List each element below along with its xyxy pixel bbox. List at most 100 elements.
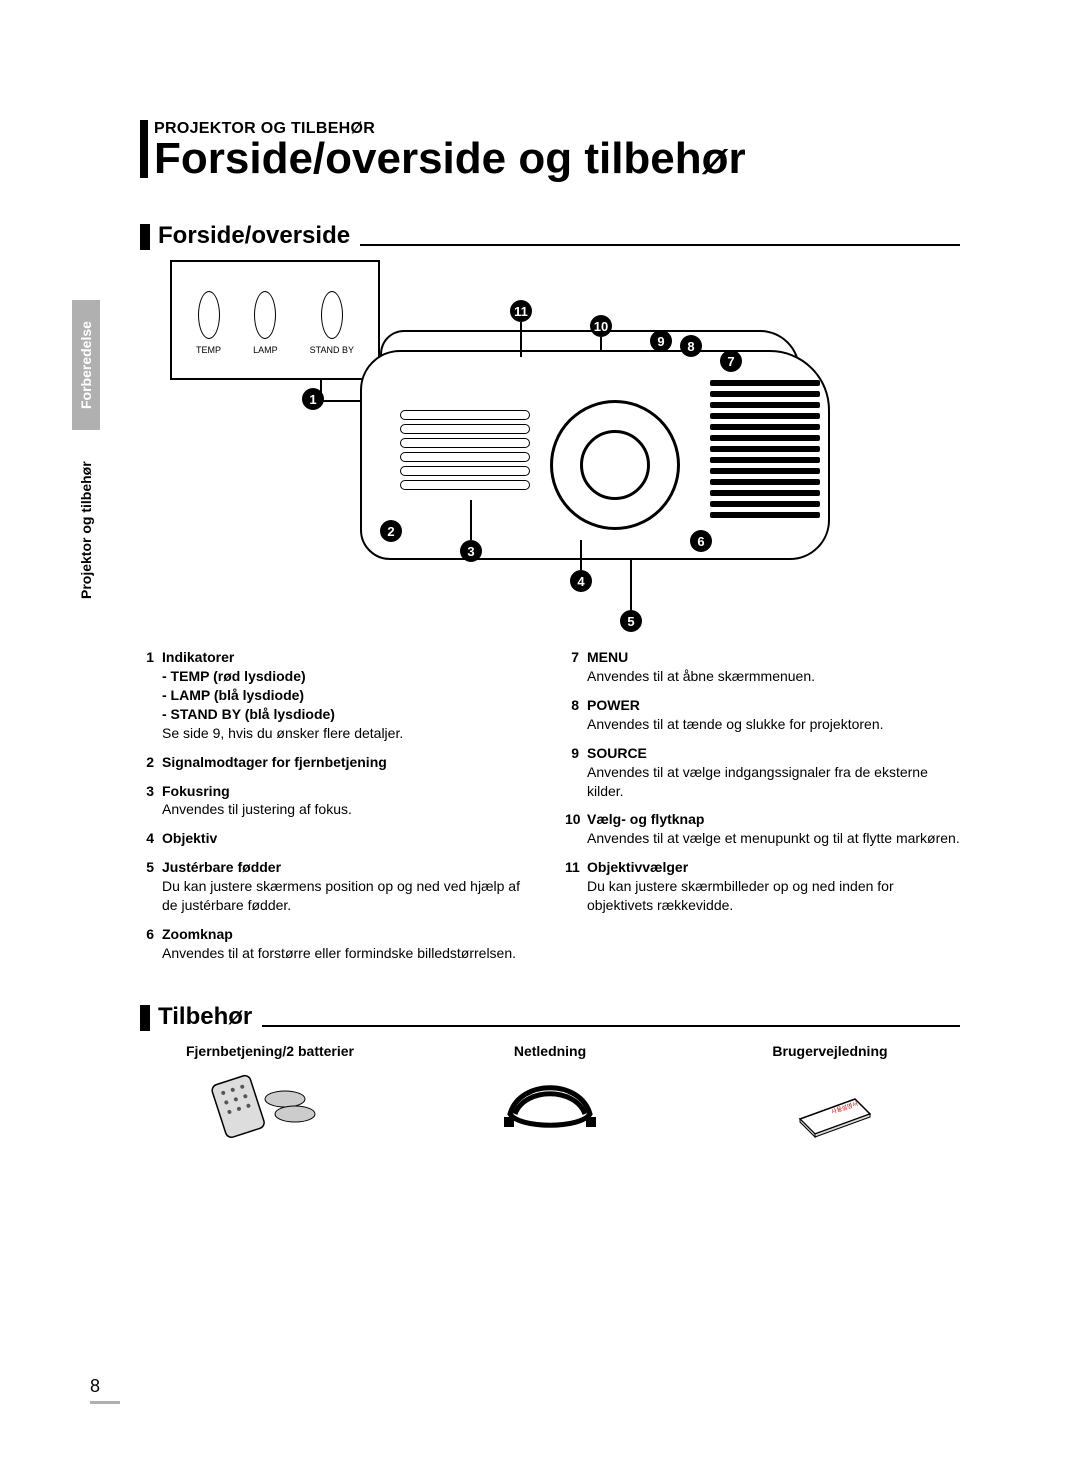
item-title: SOURCE: [587, 744, 960, 763]
leader-line: [470, 500, 472, 540]
content-area: PROJEKTOR OG TILBEHØR Forside/overside o…: [140, 120, 960, 1139]
accessory-manual: Brugervejledning 사용설명서: [720, 1043, 940, 1139]
item-desc: Anvendes til at vælge indgangssignaler f…: [587, 763, 960, 801]
list-item: 5 Justérbare fødder Du kan justere skærm…: [140, 858, 535, 915]
callout-1: 1: [302, 388, 324, 410]
accessory-cable: Netledning: [440, 1043, 660, 1139]
led-ellipse-icon: [254, 291, 276, 339]
projector-side-grill-icon: [710, 380, 820, 530]
item-desc: Anvendes til at forstørre eller forminds…: [162, 944, 535, 963]
accessory-title: Fjernbetjening/2 batterier: [160, 1043, 380, 1059]
list-item: 9 SOURCE Anvendes til at vælge indgangss…: [565, 744, 960, 801]
accessories-row: Fjernbetjening/2 batterier N: [140, 1043, 960, 1139]
manual-book-icon: 사용설명서: [770, 1069, 890, 1139]
item-title: Objektivvælger: [587, 858, 960, 877]
item-desc: Anvendes til at åbne skærmmenuen.: [587, 667, 960, 686]
list-item: 4 Objektiv: [140, 829, 535, 848]
item-number: 10: [565, 810, 587, 848]
section-heading-forside: Forside/overside: [140, 222, 960, 250]
item-desc: Anvendes til justering af fokus.: [162, 800, 535, 819]
callout-list: 1 Indikatorer - TEMP (rød lysdiode) - LA…: [140, 648, 960, 972]
callout-5: 5: [620, 610, 642, 632]
item-number: 7: [565, 648, 587, 686]
callout-11: 11: [510, 300, 532, 322]
item-number: 4: [140, 829, 162, 848]
item-sub: - STAND BY (blå lysdiode): [162, 705, 535, 724]
item-desc: Anvendes til at tænde og slukke for proj…: [587, 715, 960, 734]
leader-line: [580, 540, 582, 570]
item-number: 1: [140, 648, 162, 742]
list-item: 2 Signalmodtager for fjernbetjening: [140, 753, 535, 772]
led-temp: TEMP: [196, 291, 221, 355]
accessory-title: Brugervejledning: [720, 1043, 940, 1059]
item-title: MENU: [587, 648, 960, 667]
item-desc: Se side 9, hvis du ønsker flere detaljer…: [162, 724, 535, 743]
led-ellipse-icon: [321, 291, 343, 339]
item-title: Fokusring: [162, 782, 535, 801]
item-desc: Anvendes til at vælge et menupunkt og ti…: [587, 829, 960, 848]
page-heading: PROJEKTOR OG TILBEHØR Forside/overside o…: [140, 120, 960, 182]
item-number: 8: [565, 696, 587, 734]
accessory-remote: Fjernbetjening/2 batterier: [160, 1043, 380, 1139]
page-number: 8: [90, 1376, 120, 1404]
projector-diagram: TEMP LAMP STAND BY: [150, 260, 910, 640]
section-title: Forside/overside: [158, 222, 350, 250]
list-item: 8 POWER Anvendes til at tænde og slukke …: [565, 696, 960, 734]
section-bar-icon: [140, 224, 150, 250]
item-title: Objektiv: [162, 830, 217, 846]
callout-list-left: 1 Indikatorer - TEMP (rød lysdiode) - LA…: [140, 648, 535, 972]
item-desc: Du kan justere skærmbilleder op og ned i…: [587, 877, 960, 915]
list-item: 6 Zoomknap Anvendes til at forstørre ell…: [140, 925, 535, 963]
item-desc: Du kan justere skærmens position op og n…: [162, 877, 535, 915]
callout-list-right: 7 MENU Anvendes til at åbne skærmmenuen.…: [565, 648, 960, 972]
section-title: Tilbehør: [158, 1003, 252, 1031]
section-rule: [262, 1025, 960, 1027]
item-title: Zoomknap: [162, 925, 535, 944]
item-number: 6: [140, 925, 162, 963]
led-inset-box: TEMP LAMP STAND BY: [170, 260, 380, 380]
item-title: Signalmodtager for fjernbetjening: [162, 754, 387, 770]
leader-line: [520, 322, 522, 357]
list-item: 3 Fokusring Anvendes til justering af fo…: [140, 782, 535, 820]
item-number: 2: [140, 753, 162, 772]
led-standby: STAND BY: [310, 291, 354, 355]
item-number: 11: [565, 858, 587, 915]
item-number: 9: [565, 744, 587, 801]
item-number: 5: [140, 858, 162, 915]
projector-lens-inner-icon: [580, 430, 650, 500]
projector-vent-icon: [400, 410, 530, 494]
section-bar-icon: [140, 1005, 150, 1031]
side-tab: Forberedelse Projektor og tilbehør: [72, 300, 102, 650]
callout-4: 4: [570, 570, 592, 592]
item-title: Indikatorer: [162, 648, 535, 667]
leader-line: [600, 337, 602, 352]
remote-icon: [210, 1069, 330, 1139]
power-cable-icon: [490, 1069, 610, 1139]
heading-bar-icon: [140, 120, 148, 178]
side-tab-subsection: Projektor og tilbehør: [72, 430, 100, 630]
led-ellipse-icon: [198, 291, 220, 339]
item-number: 3: [140, 782, 162, 820]
led-label: LAMP: [253, 345, 278, 355]
list-item: 11 Objektivvælger Du kan justere skærmbi…: [565, 858, 960, 915]
item-title: Justérbare fødder: [162, 858, 535, 877]
item-sub: - LAMP (blå lysdiode): [162, 686, 535, 705]
page-number-rule: [90, 1401, 120, 1404]
accessory-title: Netledning: [440, 1043, 660, 1059]
section-rule: [360, 244, 960, 246]
item-title: Vælg- og flytknap: [587, 810, 960, 829]
led-lamp: LAMP: [253, 291, 278, 355]
list-item: 1 Indikatorer - TEMP (rød lysdiode) - LA…: [140, 648, 535, 742]
leader-line: [630, 560, 632, 610]
side-tab-section: Forberedelse: [72, 300, 100, 430]
page-title: Forside/overside og tilbehør: [154, 136, 746, 182]
list-item: 7 MENU Anvendes til at åbne skærmmenuen.: [565, 648, 960, 686]
item-title: POWER: [587, 696, 960, 715]
led-label: STAND BY: [310, 345, 354, 355]
page-number-text: 8: [90, 1376, 100, 1396]
list-item: 10 Vælg- og flytknap Anvendes til at væl…: [565, 810, 960, 848]
manual-page: Forberedelse Projektor og tilbehør PROJE…: [0, 0, 1080, 1474]
led-label: TEMP: [196, 345, 221, 355]
item-sub: - TEMP (rød lysdiode): [162, 667, 535, 686]
section-heading-tilbehor: Tilbehør: [140, 1003, 960, 1031]
